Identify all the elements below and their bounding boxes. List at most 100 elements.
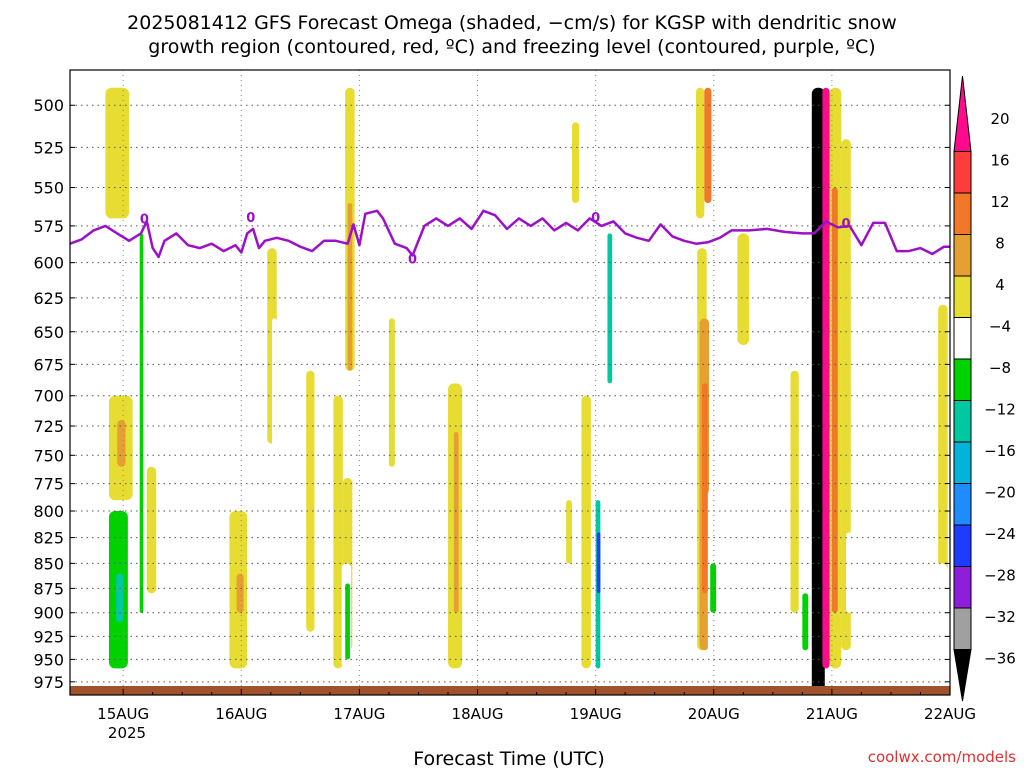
omega-cell — [710, 563, 717, 613]
omega-cell — [168, 489, 173, 564]
y-tick-label: 900 — [33, 604, 64, 623]
omega-cell — [463, 532, 471, 594]
omega-cell — [841, 139, 851, 651]
omega-cell — [920, 573, 933, 642]
plot-frame — [69, 69, 951, 696]
omega-cell — [855, 155, 865, 204]
x-axis: 15AUG 16AUG 17AUG 18AUG 19AUG 20AUG 21AUG 22AUG — [97, 689, 976, 723]
omega-cell — [607, 233, 613, 384]
x-tick-label: 16AUG — [215, 705, 267, 723]
colorbar-segment — [953, 151, 972, 194]
omega-cell — [347, 203, 353, 371]
y-tick-label: 675 — [33, 355, 64, 374]
omega-cell — [105, 87, 130, 219]
colorbar-segment — [953, 607, 972, 650]
omega-cell — [236, 573, 244, 613]
y-tick-label: 775 — [33, 475, 64, 494]
x-tick-label: 18AUG — [452, 705, 504, 723]
freezing-level-label: 0 — [591, 211, 600, 226]
freezing-level-contour: 0 0 0 0 0 — [69, 209, 950, 267]
omega-cell — [802, 593, 809, 651]
colorbar-label: −16 — [984, 442, 1016, 460]
omega-cell — [253, 87, 261, 140]
omega-cell — [247, 344, 256, 613]
y-tick-label: 925 — [33, 627, 64, 646]
y-tick-label: 625 — [33, 289, 64, 308]
y-tick-label: 975 — [33, 673, 64, 692]
omega-cell — [701, 383, 708, 594]
chart-title-line2: growth region (contoured, red, ºC) and f… — [148, 36, 875, 58]
x-tick-label: 15AUG — [97, 705, 149, 723]
chart-title-line1: 2025081412 GFS Forecast Omega (shaded, −… — [127, 12, 897, 34]
x-tick-label: 21AUG — [806, 705, 858, 723]
omega-cell — [388, 318, 395, 467]
colorbar-label: −28 — [984, 567, 1016, 585]
y-tick-label: 700 — [33, 387, 64, 406]
colorbar-segment — [953, 524, 972, 567]
freezing-level-label: 0 — [842, 217, 851, 232]
colorbar-label: −8 — [989, 359, 1011, 377]
colorbar-label: 4 — [995, 276, 1005, 294]
omega-cell — [333, 395, 343, 669]
colorbar-top-arrow — [953, 75, 972, 152]
y-tick-label: 550 — [33, 179, 64, 198]
colorbar-label: −12 — [984, 401, 1016, 419]
omega-cell — [345, 583, 350, 660]
colorbar-label: 12 — [990, 193, 1009, 211]
y-tick-label: 525 — [33, 138, 64, 157]
y-tick-label: 600 — [33, 254, 64, 273]
omega-cell — [306, 370, 315, 632]
omega-cell — [146, 466, 157, 594]
freezing-level-line — [69, 209, 950, 259]
y-tick-label: 650 — [33, 323, 64, 342]
y-tick-label: 875 — [33, 579, 64, 598]
omega-cell — [361, 420, 372, 613]
colorbar-bottom-arrow — [953, 649, 972, 702]
colorbar-label: 8 — [995, 235, 1005, 253]
omega-cell — [566, 500, 573, 564]
omega-cell — [139, 233, 144, 613]
x-axis-label: Forecast Time (UTC) — [413, 748, 604, 768]
surface-band — [70, 686, 950, 695]
colorbar-label: −4 — [989, 318, 1011, 336]
freezing-level-label: 0 — [408, 252, 417, 267]
y-tick-label: 850 — [33, 554, 64, 573]
colorbar-segment — [953, 483, 972, 526]
omega-cell — [596, 532, 601, 594]
colorbar: 20 16 12 8 4 −4 −8 −12 −16 −20 −24 −28 −32 −36 — [953, 75, 1016, 702]
x-tick-label: 17AUG — [333, 705, 385, 723]
freezing-level-label: 0 — [246, 211, 255, 226]
colorbar-segment — [953, 566, 972, 609]
omega-cell — [790, 370, 799, 613]
omega-cell — [616, 573, 623, 632]
omega-cell — [117, 420, 126, 467]
omega-cell — [581, 395, 591, 669]
omega-cell — [717, 593, 724, 642]
omega-cell — [116, 573, 124, 623]
colorbar-segment — [953, 234, 972, 277]
omega-cell — [453, 431, 459, 613]
x-tick-label: 19AUG — [570, 705, 622, 723]
colorbar-label: −32 — [984, 608, 1016, 626]
y-axis: 500 525 550 575 600 625 650 675 700 725 750 775 800 8… — [33, 96, 950, 692]
y-tick-label: 750 — [33, 446, 64, 465]
omega-cell — [704, 87, 712, 204]
colorbar-label: 16 — [990, 152, 1009, 170]
omega-cell — [932, 563, 948, 669]
surface-terrain — [70, 686, 950, 695]
omega-cell — [846, 532, 852, 613]
colorbar-segment — [953, 358, 972, 401]
colorbar-segment — [953, 275, 972, 318]
omega-cell — [822, 87, 830, 669]
omega-cell — [572, 122, 580, 204]
omega-cell — [811, 87, 825, 695]
credit-label: coolwx.com/models — [868, 748, 1016, 766]
omega-cell — [861, 563, 868, 632]
freezing-level-label: 0 — [140, 212, 149, 227]
y-tick-label: 800 — [33, 502, 64, 521]
y-tick-label: 825 — [33, 529, 64, 548]
y-tick-label: 575 — [33, 217, 64, 236]
omega-cell — [737, 233, 750, 345]
omega-cell — [271, 318, 277, 467]
